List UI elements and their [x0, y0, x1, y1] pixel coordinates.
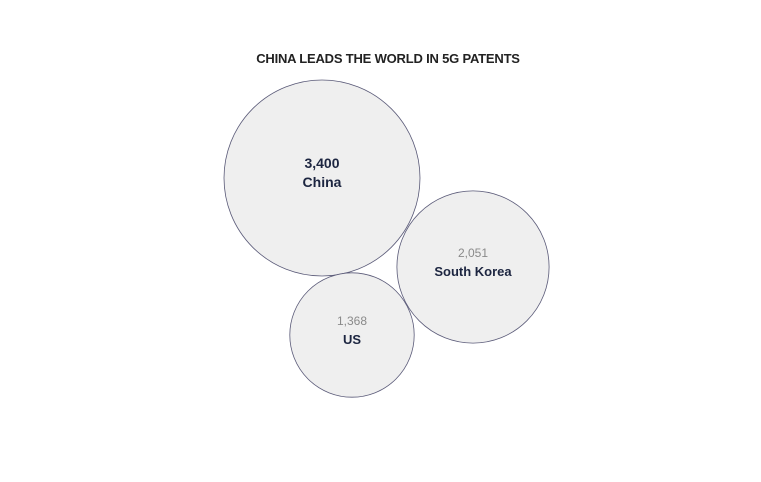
bubble-us: 1,368 US [289, 272, 415, 398]
bubble-circle-us [289, 272, 415, 398]
chart-title: CHINA LEADS THE WORLD IN 5G PATENTS [256, 51, 520, 66]
bubble-label-south-korea: South Korea [434, 264, 512, 279]
bubble-china: 3,400 China [223, 79, 421, 277]
bubble-south-korea: 2,051 South Korea [396, 190, 550, 344]
bubbles-layer: 3,400 China 2,051 South Korea 1,368 US [223, 79, 550, 398]
bubble-circle-south-korea [396, 190, 550, 344]
bubble-value-us: 1,368 [337, 314, 367, 328]
bubble-circle-china [223, 79, 421, 277]
bubble-label-china: China [303, 174, 342, 190]
bubble-label-us: US [343, 332, 361, 347]
bubble-value-south-korea: 2,051 [458, 246, 488, 260]
bubble-value-china: 3,400 [304, 155, 339, 171]
